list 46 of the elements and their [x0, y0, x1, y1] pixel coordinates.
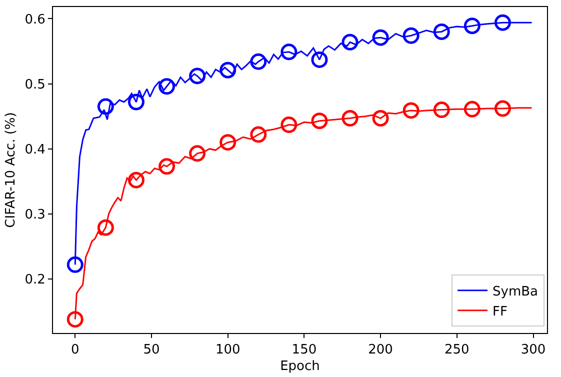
- legend-label: SymBa: [492, 284, 538, 300]
- y-tick-label: 0.6: [24, 12, 46, 28]
- point: [97, 98, 114, 115]
- point: [342, 110, 358, 127]
- point: [189, 145, 206, 162]
- point: [189, 68, 206, 84]
- x-tick-label: 300: [520, 342, 546, 358]
- point: [494, 14, 511, 31]
- point: [128, 172, 144, 188]
- x-tick-label: 250: [444, 342, 470, 358]
- point: [464, 18, 480, 34]
- point: [66, 311, 84, 328]
- y-tick-label: 0.2: [24, 272, 46, 288]
- y-axis-title: CIFAR-10 Acc. (%): [4, 112, 19, 228]
- point: [402, 102, 420, 119]
- point: [342, 34, 358, 50]
- point: [464, 100, 480, 118]
- point: [128, 94, 144, 110]
- x-tick-label: 0: [71, 342, 80, 358]
- point: [280, 116, 298, 134]
- y-tick-label: 0.3: [24, 207, 46, 222]
- point: [402, 27, 420, 44]
- x-tick-label: 200: [368, 342, 393, 358]
- x-tick-label: 150: [292, 342, 317, 358]
- x-tick-label: 50: [143, 342, 160, 358]
- y-tick-label: 0.4: [24, 142, 46, 158]
- point: [433, 23, 450, 40]
- legend-label: FF: [492, 304, 508, 320]
- point: [97, 219, 114, 236]
- point: [250, 126, 267, 143]
- point: [311, 112, 328, 130]
- point: [433, 102, 450, 118]
- point: [372, 110, 389, 127]
- point: [250, 53, 267, 70]
- point: [158, 78, 176, 95]
- point: [220, 62, 236, 78]
- point: [372, 29, 389, 46]
- point: [280, 44, 298, 60]
- point: [158, 158, 176, 175]
- point: [66, 256, 84, 273]
- point: [494, 100, 511, 117]
- point: [311, 51, 328, 68]
- y-tick-label: 0.5: [24, 77, 46, 92]
- x-axis-title: Epoch: [280, 359, 320, 374]
- x-tick-label: 100: [215, 342, 240, 358]
- point: [220, 134, 236, 151]
